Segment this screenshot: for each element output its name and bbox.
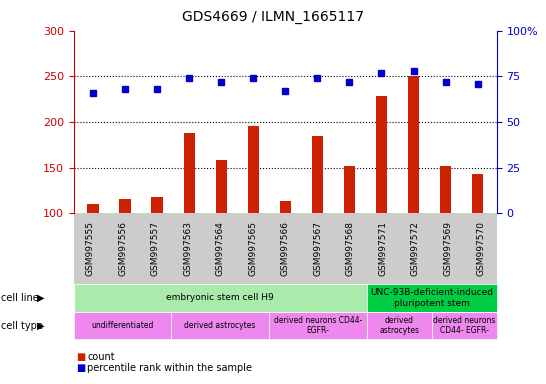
Text: GSM997564: GSM997564 xyxy=(216,221,225,276)
Text: ■: ■ xyxy=(76,352,86,362)
Text: derived astrocytes: derived astrocytes xyxy=(185,321,256,330)
Text: GSM997567: GSM997567 xyxy=(313,221,322,276)
Text: GSM997568: GSM997568 xyxy=(346,221,355,276)
Text: GSM997557: GSM997557 xyxy=(151,221,159,276)
Bar xyxy=(312,136,323,213)
Bar xyxy=(216,160,227,213)
Text: GSM997565: GSM997565 xyxy=(248,221,257,276)
Text: GSM997569: GSM997569 xyxy=(443,221,453,276)
Bar xyxy=(120,199,130,213)
Text: ▶: ▶ xyxy=(37,321,45,331)
Text: percentile rank within the sample: percentile rank within the sample xyxy=(87,363,252,373)
Text: count: count xyxy=(87,352,115,362)
Text: undifferentiated: undifferentiated xyxy=(91,321,154,330)
Bar xyxy=(440,166,451,213)
Text: cell line: cell line xyxy=(1,293,39,303)
Text: derived neurons
CD44- EGFR-: derived neurons CD44- EGFR- xyxy=(433,316,496,335)
Text: GSM997563: GSM997563 xyxy=(183,221,192,276)
Text: ■: ■ xyxy=(76,363,86,373)
Bar xyxy=(472,174,483,213)
Bar xyxy=(151,197,163,213)
Text: GSM997555: GSM997555 xyxy=(86,221,94,276)
Text: UNC-93B-deficient-induced
pluripotent stem: UNC-93B-deficient-induced pluripotent st… xyxy=(370,288,493,308)
Text: GDS4669 / ILMN_1665117: GDS4669 / ILMN_1665117 xyxy=(182,10,364,23)
Text: derived
astrocytes: derived astrocytes xyxy=(379,316,419,335)
Bar xyxy=(376,96,387,213)
Bar xyxy=(280,201,291,213)
Text: GSM997556: GSM997556 xyxy=(118,221,127,276)
Text: cell type: cell type xyxy=(1,321,43,331)
Bar xyxy=(183,133,195,213)
Text: ▶: ▶ xyxy=(37,293,45,303)
Text: embryonic stem cell H9: embryonic stem cell H9 xyxy=(167,293,274,303)
Text: derived neurons CD44-
EGFR-: derived neurons CD44- EGFR- xyxy=(274,316,362,335)
Text: GSM997566: GSM997566 xyxy=(281,221,290,276)
Bar xyxy=(248,126,259,213)
Text: GSM997571: GSM997571 xyxy=(378,221,388,276)
Bar xyxy=(87,204,99,213)
Text: GSM997572: GSM997572 xyxy=(411,221,420,276)
Bar xyxy=(408,76,419,213)
Bar xyxy=(344,166,355,213)
Text: GSM997570: GSM997570 xyxy=(476,221,485,276)
